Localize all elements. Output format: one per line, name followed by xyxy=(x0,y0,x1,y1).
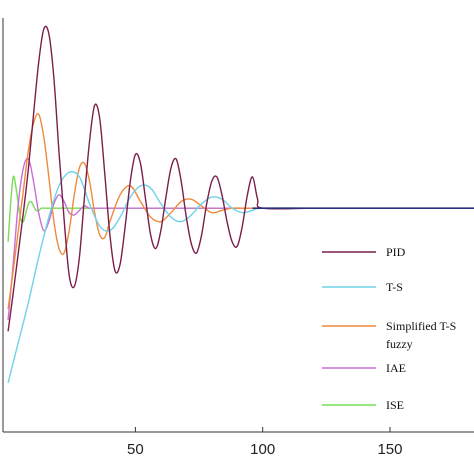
legend-item-pid: PID xyxy=(322,245,406,259)
x-tick-label-100: 100 xyxy=(250,441,275,458)
legend-label-ise: ISE xyxy=(386,398,404,412)
x-tick-label-50: 50 xyxy=(127,441,144,458)
series-line-iae xyxy=(7,157,474,321)
legend-label-pid: PID xyxy=(386,245,406,259)
legend-label-t-s: T-S xyxy=(386,280,403,294)
legend-item-simplified-t-s-fuzzy: Simplified T-S fuzzy xyxy=(322,319,456,351)
x-axis: 50 100 150 xyxy=(2,18,474,458)
legend-item-iae: IAE xyxy=(322,361,406,375)
series-layer xyxy=(7,25,474,383)
series-line-pid xyxy=(7,25,474,332)
legend-label-iae: IAE xyxy=(386,361,406,375)
x-tick-label-150: 150 xyxy=(377,441,402,458)
series-line-t-s xyxy=(7,171,474,383)
legend-item-ise: ISE xyxy=(322,398,404,412)
legend-item-t-s: T-S xyxy=(322,280,403,294)
legend: PID T-S Simplified T-S fuzzy IAE ISE xyxy=(322,245,456,412)
legend-label-simplified-t-s-fuzzy: Simplified T-S fuzzy xyxy=(386,319,456,351)
